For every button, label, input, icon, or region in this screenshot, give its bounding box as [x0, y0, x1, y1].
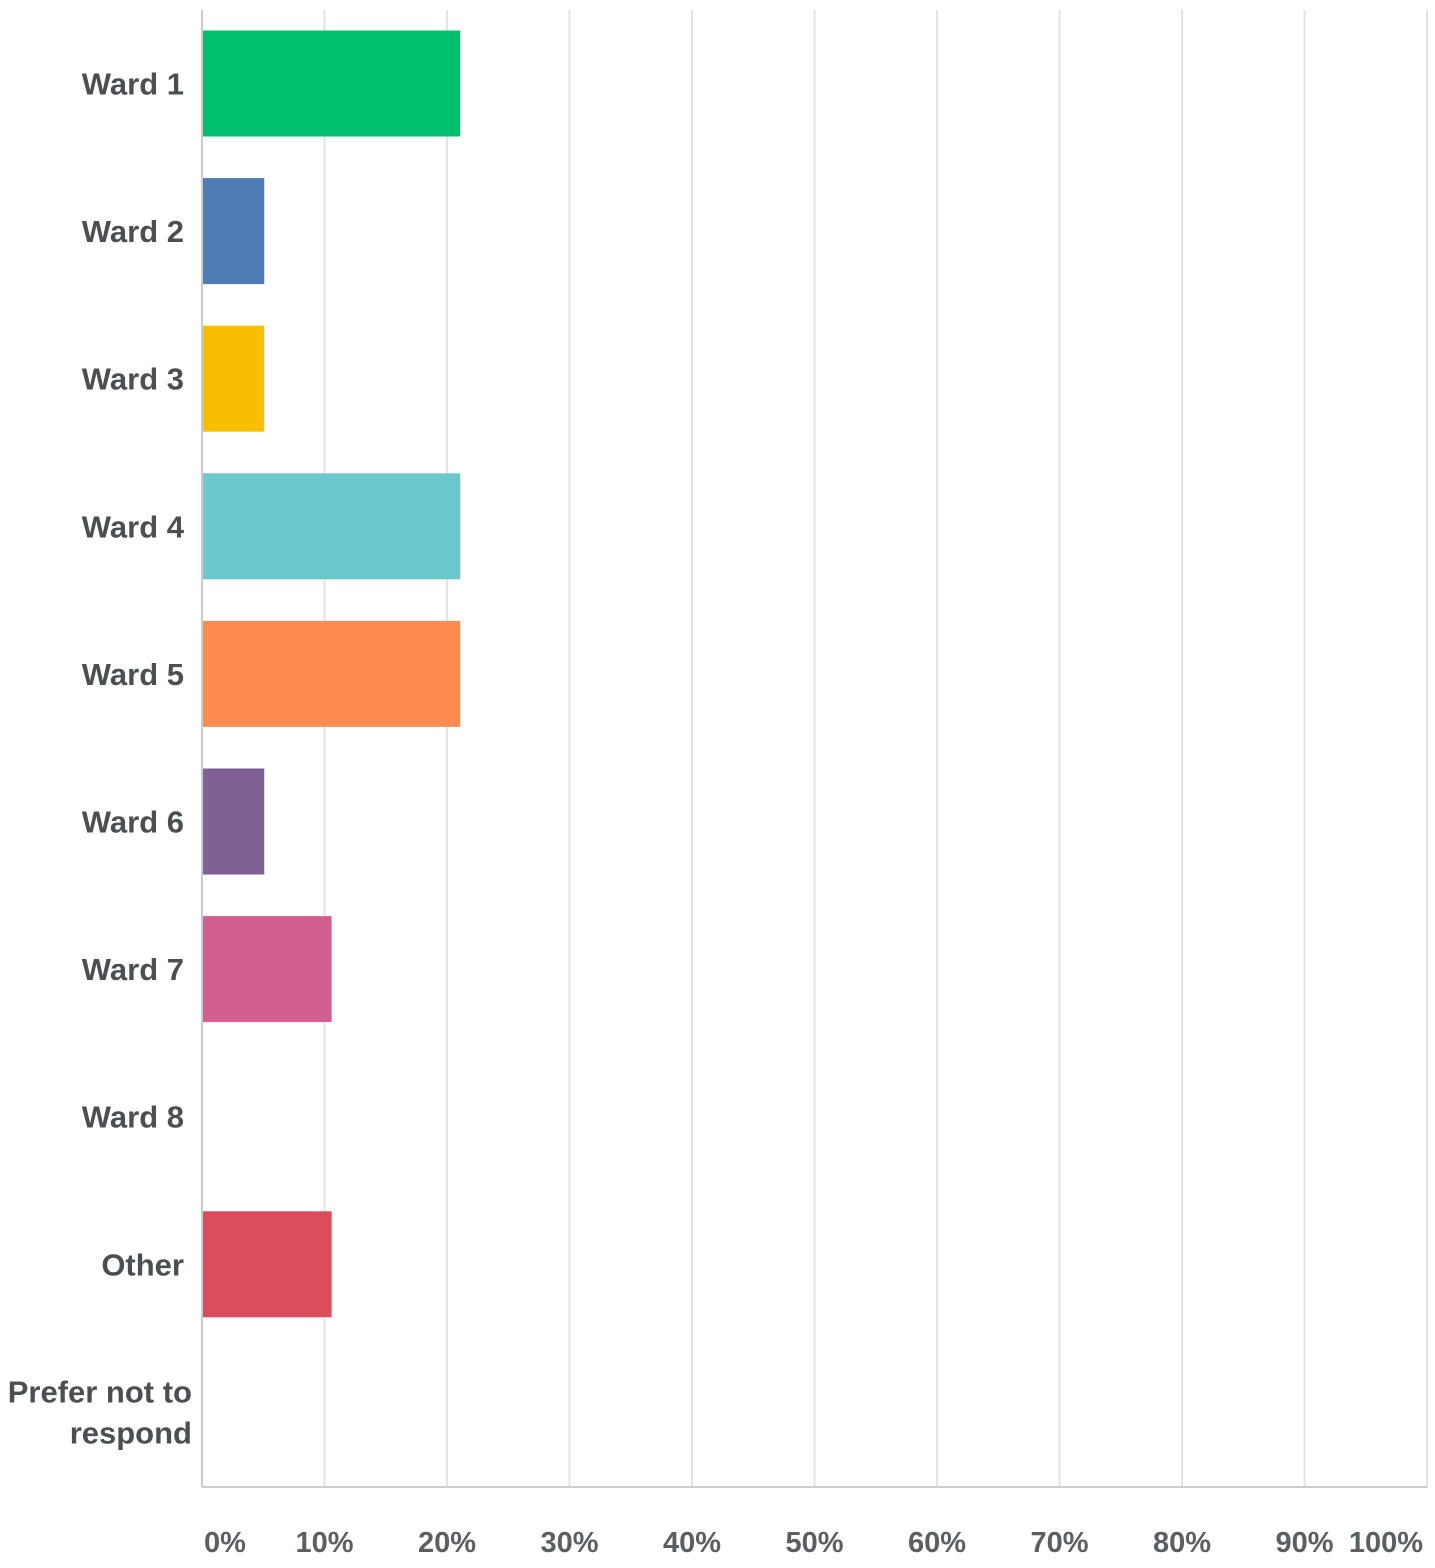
category-label-ward-3: Ward 3	[82, 362, 184, 397]
category-label-ward-7: Ward 7	[82, 952, 184, 987]
category-label-ward-8: Ward 8	[82, 1100, 184, 1135]
x-tick-label-10: 10%	[295, 1527, 353, 1559]
category-label-ward-2: Ward 2	[82, 214, 184, 249]
gridlines	[323, 10, 1428, 1487]
bar-ward-5[interactable]	[203, 620, 461, 727]
x-tick-label-100: 100%	[1349, 1527, 1423, 1559]
x-tick-label-70: 70%	[1030, 1527, 1088, 1559]
bar-ward-3[interactable]	[203, 325, 265, 432]
x-tick-label-0: 0%	[204, 1527, 246, 1559]
x-tick-label-40: 40%	[663, 1527, 721, 1559]
bar-ward-7[interactable]	[203, 916, 332, 1023]
x-tick-label-20: 20%	[418, 1527, 476, 1559]
bar-other[interactable]	[203, 1211, 332, 1318]
bars	[203, 30, 461, 1318]
bar-ward-2[interactable]	[203, 178, 265, 285]
category-labels: Ward 1 Ward 2 Ward 3 Ward 4 Ward 5 Ward 6 Ward…	[8, 67, 192, 1451]
x-tick-label-60: 60%	[908, 1527, 966, 1559]
category-label-ward-1: Ward 1	[82, 67, 184, 102]
x-tick-label-90: 90%	[1275, 1527, 1333, 1559]
category-label-ward-4: Ward 4	[82, 509, 185, 544]
x-tick-label-80: 80%	[1153, 1527, 1211, 1559]
x-tick-label-30: 30%	[540, 1527, 598, 1559]
x-tick-label-50: 50%	[785, 1527, 843, 1559]
category-label-other: Other	[101, 1247, 184, 1282]
bar-ward-1[interactable]	[203, 30, 461, 137]
axes	[201, 10, 1427, 1488]
x-tick-labels: 0% 10% 20% 30% 40% 50% 60% 70% 80% 90% 100%	[204, 1527, 1423, 1559]
category-label-ward-5: Ward 5	[82, 657, 184, 692]
bar-ward-4[interactable]	[203, 473, 461, 580]
category-label-ward-6: Ward 6	[82, 805, 184, 840]
category-label-prefer-not-to-respond: Prefer not to respond	[8, 1374, 192, 1450]
bar-ward-6[interactable]	[203, 768, 265, 875]
